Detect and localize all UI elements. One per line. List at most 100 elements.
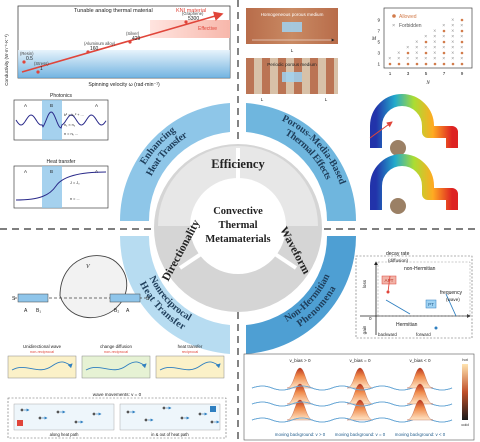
particle-dot <box>162 406 166 410</box>
forbidden-point: × <box>415 51 418 57</box>
flow-subtitle: reciprocal <box>182 350 199 354</box>
wave-marker <box>210 406 216 412</box>
forbidden-point: × <box>451 45 454 51</box>
nh-pt: PT <box>428 302 434 307</box>
legend-forbidden-marker: × <box>392 23 395 29</box>
core-circle <box>190 178 286 274</box>
forbidden-point: × <box>433 56 436 62</box>
outer-ring-top-right <box>246 103 357 221</box>
allowed-point <box>415 62 419 66</box>
heat-peak <box>406 383 434 405</box>
forbidden-point: × <box>433 40 436 46</box>
nh-loss: loss <box>362 279 367 288</box>
forbidden-point: × <box>460 56 463 62</box>
arch-heatmap-2 <box>370 154 458 214</box>
particle-cluster-2 <box>390 198 406 214</box>
forbidden-point: × <box>388 56 391 62</box>
material-value: 429 <box>132 36 141 42</box>
material-point <box>86 50 90 54</box>
peaks-panel: v_bias > 0 moving background: v > 0 v_bias… <box>243 353 475 441</box>
nh-gain: gain <box>362 325 367 334</box>
porous-stripe <box>262 58 270 94</box>
flow-title: change diffusion <box>100 344 132 349</box>
nh-ylabel-sub: (diffusion) <box>388 258 409 263</box>
flow-subtitle: non-reciprocal <box>30 350 54 354</box>
allowed-point <box>460 40 464 44</box>
photonics-zone-b: B <box>50 103 53 108</box>
photonics-eq-1: k² = k₀² + ... <box>64 113 84 117</box>
peak-header: v_bias = 0 <box>349 358 371 363</box>
nh-origin: 0 <box>369 316 372 321</box>
allowed-point <box>433 62 437 66</box>
label-efficiency: Efficiency <box>211 157 265 171</box>
forbidden-point: × <box>424 45 427 51</box>
particle-dot <box>38 416 42 420</box>
allowed-point <box>460 29 464 33</box>
particle-dot <box>144 418 148 422</box>
flow-curve <box>85 361 147 371</box>
allowed-point <box>388 62 392 66</box>
nh-xlabel: frequency <box>440 290 462 296</box>
scatter-x-tick: 5 <box>425 71 428 76</box>
nh-backward: backward <box>378 332 397 337</box>
photonics-eq-2: n₁ ≈ n₂ <box>64 123 76 127</box>
peak-caption: moving background: v < 0 <box>395 432 446 437</box>
material-points: 5300(Graphene) 429(Silver) 160(Aluminum al… <box>20 11 204 74</box>
colorbar-hot: hot <box>462 357 468 362</box>
scatter-y-tick: 3 <box>377 51 380 56</box>
particle-dot <box>56 410 60 414</box>
heat-peak <box>346 399 374 421</box>
peak-caption: moving background: v = 0 <box>335 432 386 437</box>
particle-dot <box>126 410 130 414</box>
heat-curve <box>15 171 107 201</box>
photonics-panel: Photonics A B A k² = k₀² + ... n₁ ≈ n₂ n… <box>13 93 109 141</box>
forbidden-point: × <box>433 34 436 40</box>
colorbar <box>462 364 468 420</box>
core-title-line-2: Thermal <box>218 220 257 231</box>
material-value: 0.5 <box>26 56 33 62</box>
scatter-y-tick: 1 <box>377 62 380 67</box>
heat-title: Heat transfer <box>47 159 76 165</box>
forbidden-point: × <box>460 23 463 29</box>
effective-band <box>150 20 230 38</box>
scatter-y-tick: 5 <box>377 40 380 45</box>
allowed-forbidden-chart: × ××××××××××××××××××××××××××××××××× Allow… <box>371 7 473 86</box>
legend-allowed-marker <box>392 14 396 18</box>
porous-stripe <box>310 58 318 94</box>
material-value: 1 <box>40 66 43 72</box>
flow-subtitle: non-reciprocal <box>104 350 128 354</box>
outer-ring-bottom-right <box>246 236 357 354</box>
particle-dot <box>210 420 214 424</box>
blob-label-b1: B₁ <box>36 308 41 314</box>
particle-dot <box>20 408 24 412</box>
center-diagram: Convective Thermal Metamaterials Efficie… <box>119 103 357 354</box>
scatter-x-tick: 3 <box>407 71 410 76</box>
forbidden-point: × <box>415 56 418 62</box>
core-title-line-1: Convective <box>213 206 263 217</box>
scatter-y-tick: 9 <box>377 18 380 23</box>
flow-curve <box>11 361 73 371</box>
forbidden-point: × <box>415 40 418 46</box>
heat-peak <box>406 399 434 421</box>
nh-region-bottom: Hermitian <box>396 322 418 328</box>
heat-peak <box>346 383 374 405</box>
allowed-point <box>424 40 428 44</box>
photonics-eq-3: n = n₀ ... <box>64 132 78 136</box>
forbidden-point: × <box>442 45 445 51</box>
allowed-point <box>451 62 455 66</box>
forbidden-point: × <box>442 56 445 62</box>
heat-peak <box>346 367 374 389</box>
blob-panel: S A B₁ B₂ A S V <box>12 255 150 318</box>
forbidden-point: × <box>442 34 445 40</box>
wave-marker <box>17 420 23 426</box>
particle-dot <box>180 416 184 420</box>
particle-dot <box>198 412 202 416</box>
forbidden-point: × <box>433 29 436 35</box>
forbidden-point: × <box>460 34 463 40</box>
legend-forbidden: Forbidden <box>399 23 422 29</box>
material-point <box>22 60 26 64</box>
porous-stripe <box>246 58 254 94</box>
flow-title: Unidirectional wave <box>23 344 62 349</box>
